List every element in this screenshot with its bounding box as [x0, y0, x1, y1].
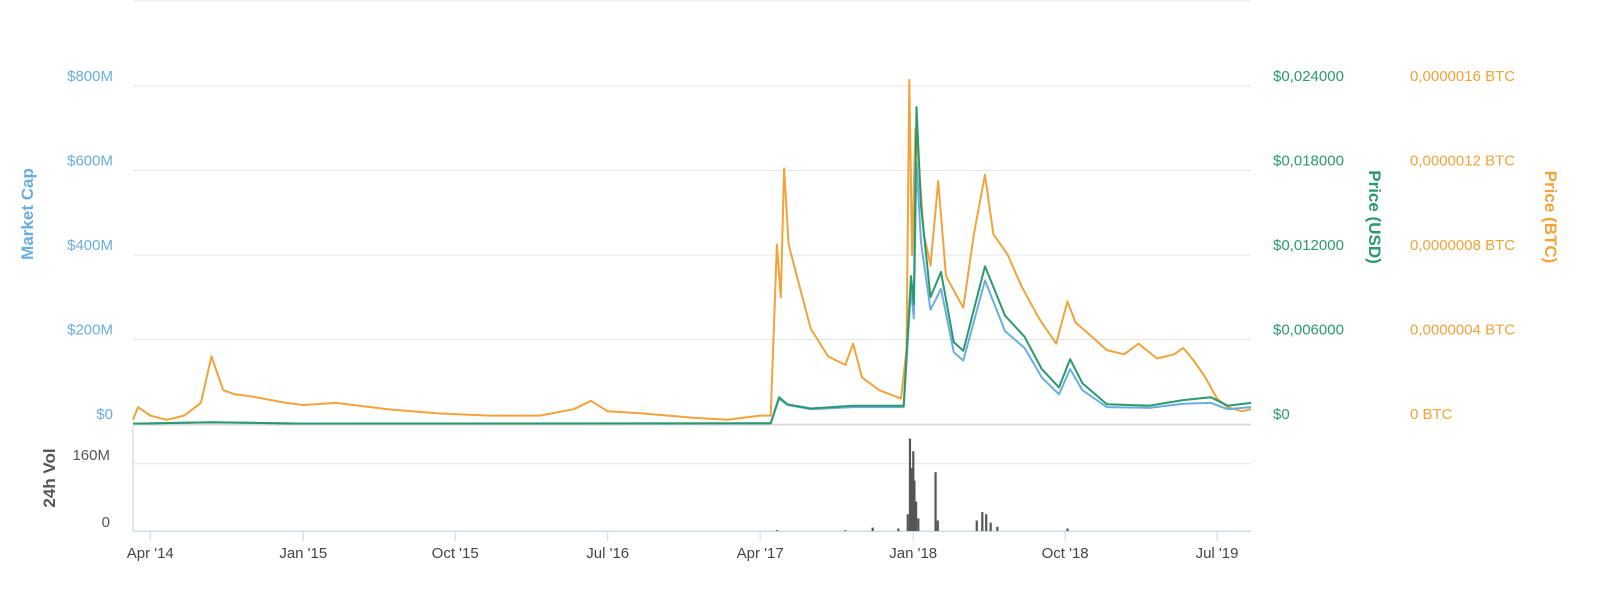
price-btc-tick-4: 0,0000016 BTC	[1410, 68, 1515, 85]
x-tick-label-1: Jan '15	[279, 545, 327, 562]
price-btc-tick-1: 0,0000004 BTC	[1410, 322, 1515, 339]
volume-bar-5	[908, 438, 912, 531]
market-cap-tick-3: $600M	[67, 153, 113, 170]
volume-tick-1: 160M	[72, 447, 110, 464]
volume-bar-6	[910, 468, 913, 531]
volume-axis-title: 24h Vol	[40, 448, 59, 507]
volume-bar-0	[775, 530, 779, 531]
price-btc-tick-2: 0,0000008 BTC	[1410, 237, 1515, 254]
x-tick-label-7: Jul '19	[1196, 545, 1239, 562]
x-tick-label-6: Oct '18	[1042, 545, 1089, 562]
tick-labels: $0 $200M $400M $600M $800M $0 $0,006000 $0,0120…	[67, 68, 1515, 562]
volume-bars	[775, 438, 1069, 531]
price-usd-tick-0: $0	[1273, 406, 1290, 423]
price-btc-tick-3: 0,0000012 BTC	[1410, 153, 1515, 170]
volume-bar-7	[912, 451, 915, 531]
volume-bar-10	[917, 518, 920, 531]
series-line-price_usd	[132, 106, 1252, 425]
volume-bar-17	[996, 526, 999, 531]
price-usd-tick-2: $0,012000	[1273, 237, 1344, 254]
volume-bar-8	[913, 480, 916, 531]
volume-bar-2	[871, 527, 874, 531]
price-usd-tick-1: $0,006000	[1273, 322, 1344, 339]
x-tick-label-0: Apr '14	[127, 545, 174, 562]
volume-tick-0: 0	[102, 514, 110, 531]
volume-bar-15	[985, 514, 988, 531]
volume-bar-16	[989, 522, 992, 531]
market-cap-tick-0: $0	[96, 406, 113, 423]
volume-bar-12	[936, 520, 939, 531]
series-lines	[132, 78, 1252, 425]
x-tick-label-3: Jul '16	[586, 545, 629, 562]
axis-titles: Market Cap Price (USD) Price (BTC) 24h V…	[18, 168, 1560, 507]
volume-bar-14	[981, 512, 984, 531]
axis-frame	[132, 424, 1251, 541]
x-tick-label-5: Jan '18	[889, 545, 937, 562]
volume-bar-1	[844, 530, 847, 531]
market-cap-tick-4: $800M	[67, 68, 113, 85]
volume-bar-11	[934, 472, 937, 531]
volume-bar-3	[897, 528, 900, 531]
price-btc-tick-0: 0 BTC	[1410, 406, 1453, 423]
market-cap-tick-1: $200M	[67, 322, 113, 339]
series-line-price_btc	[132, 78, 1252, 421]
price-usd-tick-3: $0,018000	[1273, 153, 1344, 170]
price-usd-axis-title: Price (USD)	[1365, 170, 1384, 264]
market-cap-tick-2: $400M	[67, 237, 113, 254]
x-tick-label-4: Apr '17	[737, 545, 784, 562]
price-btc-axis-title: Price (BTC)	[1541, 171, 1560, 264]
price-usd-tick-4: $0,024000	[1273, 68, 1344, 85]
volume-bar-13	[975, 520, 978, 531]
volume-bar-4	[906, 514, 909, 531]
x-tick-label-2: Oct '15	[432, 545, 479, 562]
volume-bar-9	[914, 501, 918, 531]
volume-bar-18	[1066, 528, 1069, 531]
market-cap-axis-title: Market Cap	[18, 168, 37, 260]
gridlines	[133, 0, 1251, 532]
